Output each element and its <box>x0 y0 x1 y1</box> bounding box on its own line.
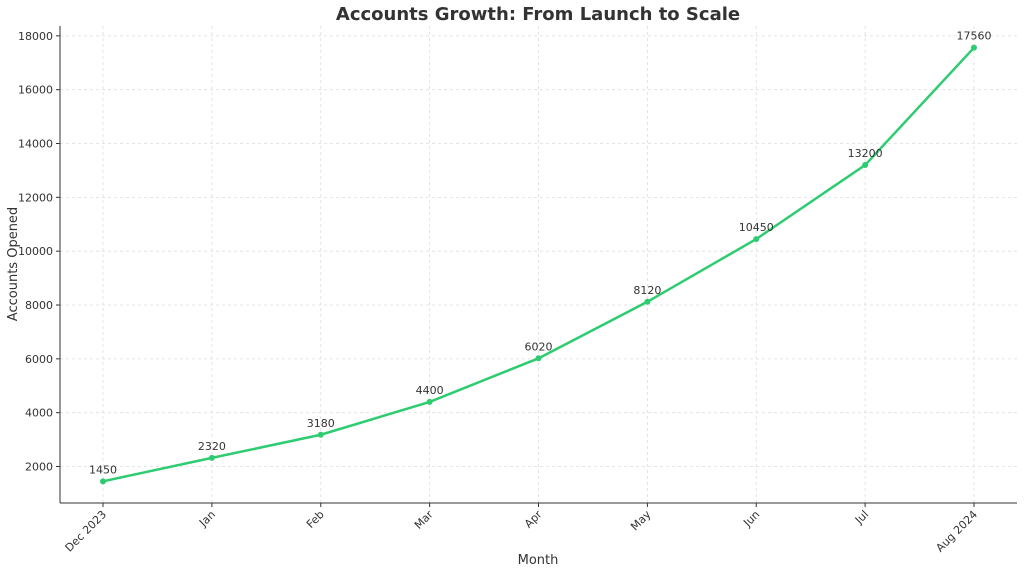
x-tick-label: May <box>628 508 654 534</box>
data-label: 10450 <box>739 221 774 234</box>
point <box>970 44 977 51</box>
y-tick-label: 2000 <box>25 461 53 474</box>
y-tick-label: 10000 <box>18 245 53 258</box>
data-label: 4400 <box>416 384 444 397</box>
y-tick-label: 12000 <box>18 191 53 204</box>
data-label: 2320 <box>198 440 226 453</box>
data-label: 6020 <box>525 340 553 353</box>
x-tick-label: Mar <box>412 508 436 532</box>
chart-title: Accounts Growth: From Launch to Scale <box>336 4 740 25</box>
x-tick-label: Jan <box>196 508 218 530</box>
x-tick-label: Feb <box>304 508 327 531</box>
x-tick-label: Jun <box>740 508 762 530</box>
y-tick-label: 4000 <box>25 407 53 420</box>
data-label: 3180 <box>307 417 335 430</box>
data-label: 17560 <box>956 30 991 43</box>
point <box>644 298 651 305</box>
x-tick-label: Jul <box>852 508 871 527</box>
point <box>317 431 324 438</box>
y-tick-label: 16000 <box>18 84 53 97</box>
y-tick-label: 8000 <box>25 299 53 312</box>
data-label: 1450 <box>89 463 117 476</box>
y-axis-label: Accounts Opened <box>6 207 21 321</box>
y-tick-label: 6000 <box>25 353 53 366</box>
data-label: 8120 <box>633 284 661 297</box>
point <box>862 162 869 169</box>
y-tick-label: 14000 <box>18 138 53 151</box>
x-axis-label: Month <box>518 553 559 568</box>
point <box>426 398 433 405</box>
point <box>535 355 542 362</box>
x-tick-label: Aug 2024 <box>933 508 980 555</box>
y-tick-label: 18000 <box>18 30 53 43</box>
point <box>208 454 215 461</box>
x-tick-label: Apr <box>522 508 545 531</box>
point <box>100 478 107 485</box>
data-label: 13200 <box>848 147 883 160</box>
x-tick-label: Dec 2023 <box>63 508 110 555</box>
point <box>753 236 760 243</box>
